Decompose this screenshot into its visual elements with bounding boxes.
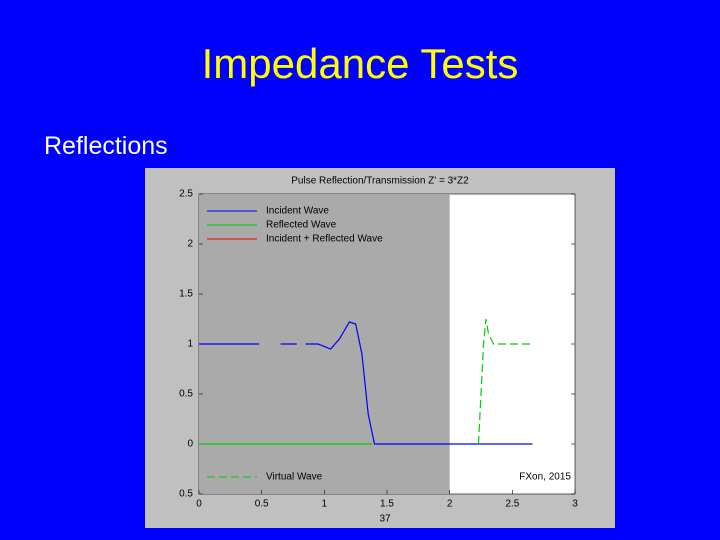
annotation: FXon, 2015: [519, 472, 571, 483]
y-tick-label: 1: [187, 339, 193, 350]
x-tick-label: 0: [196, 499, 202, 510]
y-tick-label: 0: [187, 439, 193, 450]
y-tick-label: 1.5: [179, 289, 193, 300]
x-tick-label: 3: [572, 499, 578, 510]
chart-title: Pulse Reflection/Transmission Z' = 3*Z2: [291, 176, 469, 187]
series-line: [477, 318, 532, 445]
x-tick-label: 1: [322, 499, 328, 510]
legend-label: Reflected Wave: [266, 220, 337, 231]
slide-title: Impedance Tests: [201, 40, 519, 87]
x-tick-label: 1.5: [380, 499, 394, 510]
y-tick-label: 2.5: [179, 189, 193, 200]
x-tick-label: 2.5: [505, 499, 519, 510]
series-line: [199, 321, 533, 445]
legend-label: Virtual Wave: [266, 472, 323, 483]
legend-label: Incident + Reflected Wave: [266, 234, 383, 245]
y-tick-label: 2: [187, 239, 193, 250]
x-tick-label: 2: [447, 499, 453, 510]
y-tick-label: 0.5: [179, 489, 193, 500]
x-tick-label: 0.5: [255, 499, 269, 510]
y-tick-label: 0.5: [179, 389, 193, 400]
chart: Pulse Reflection/Transmission Z' = 3*Z2 …: [145, 168, 615, 528]
legend-label: Incident Wave: [266, 206, 329, 217]
x-axis-label: 37: [379, 514, 391, 525]
bullet: Reflections: [44, 132, 168, 160]
